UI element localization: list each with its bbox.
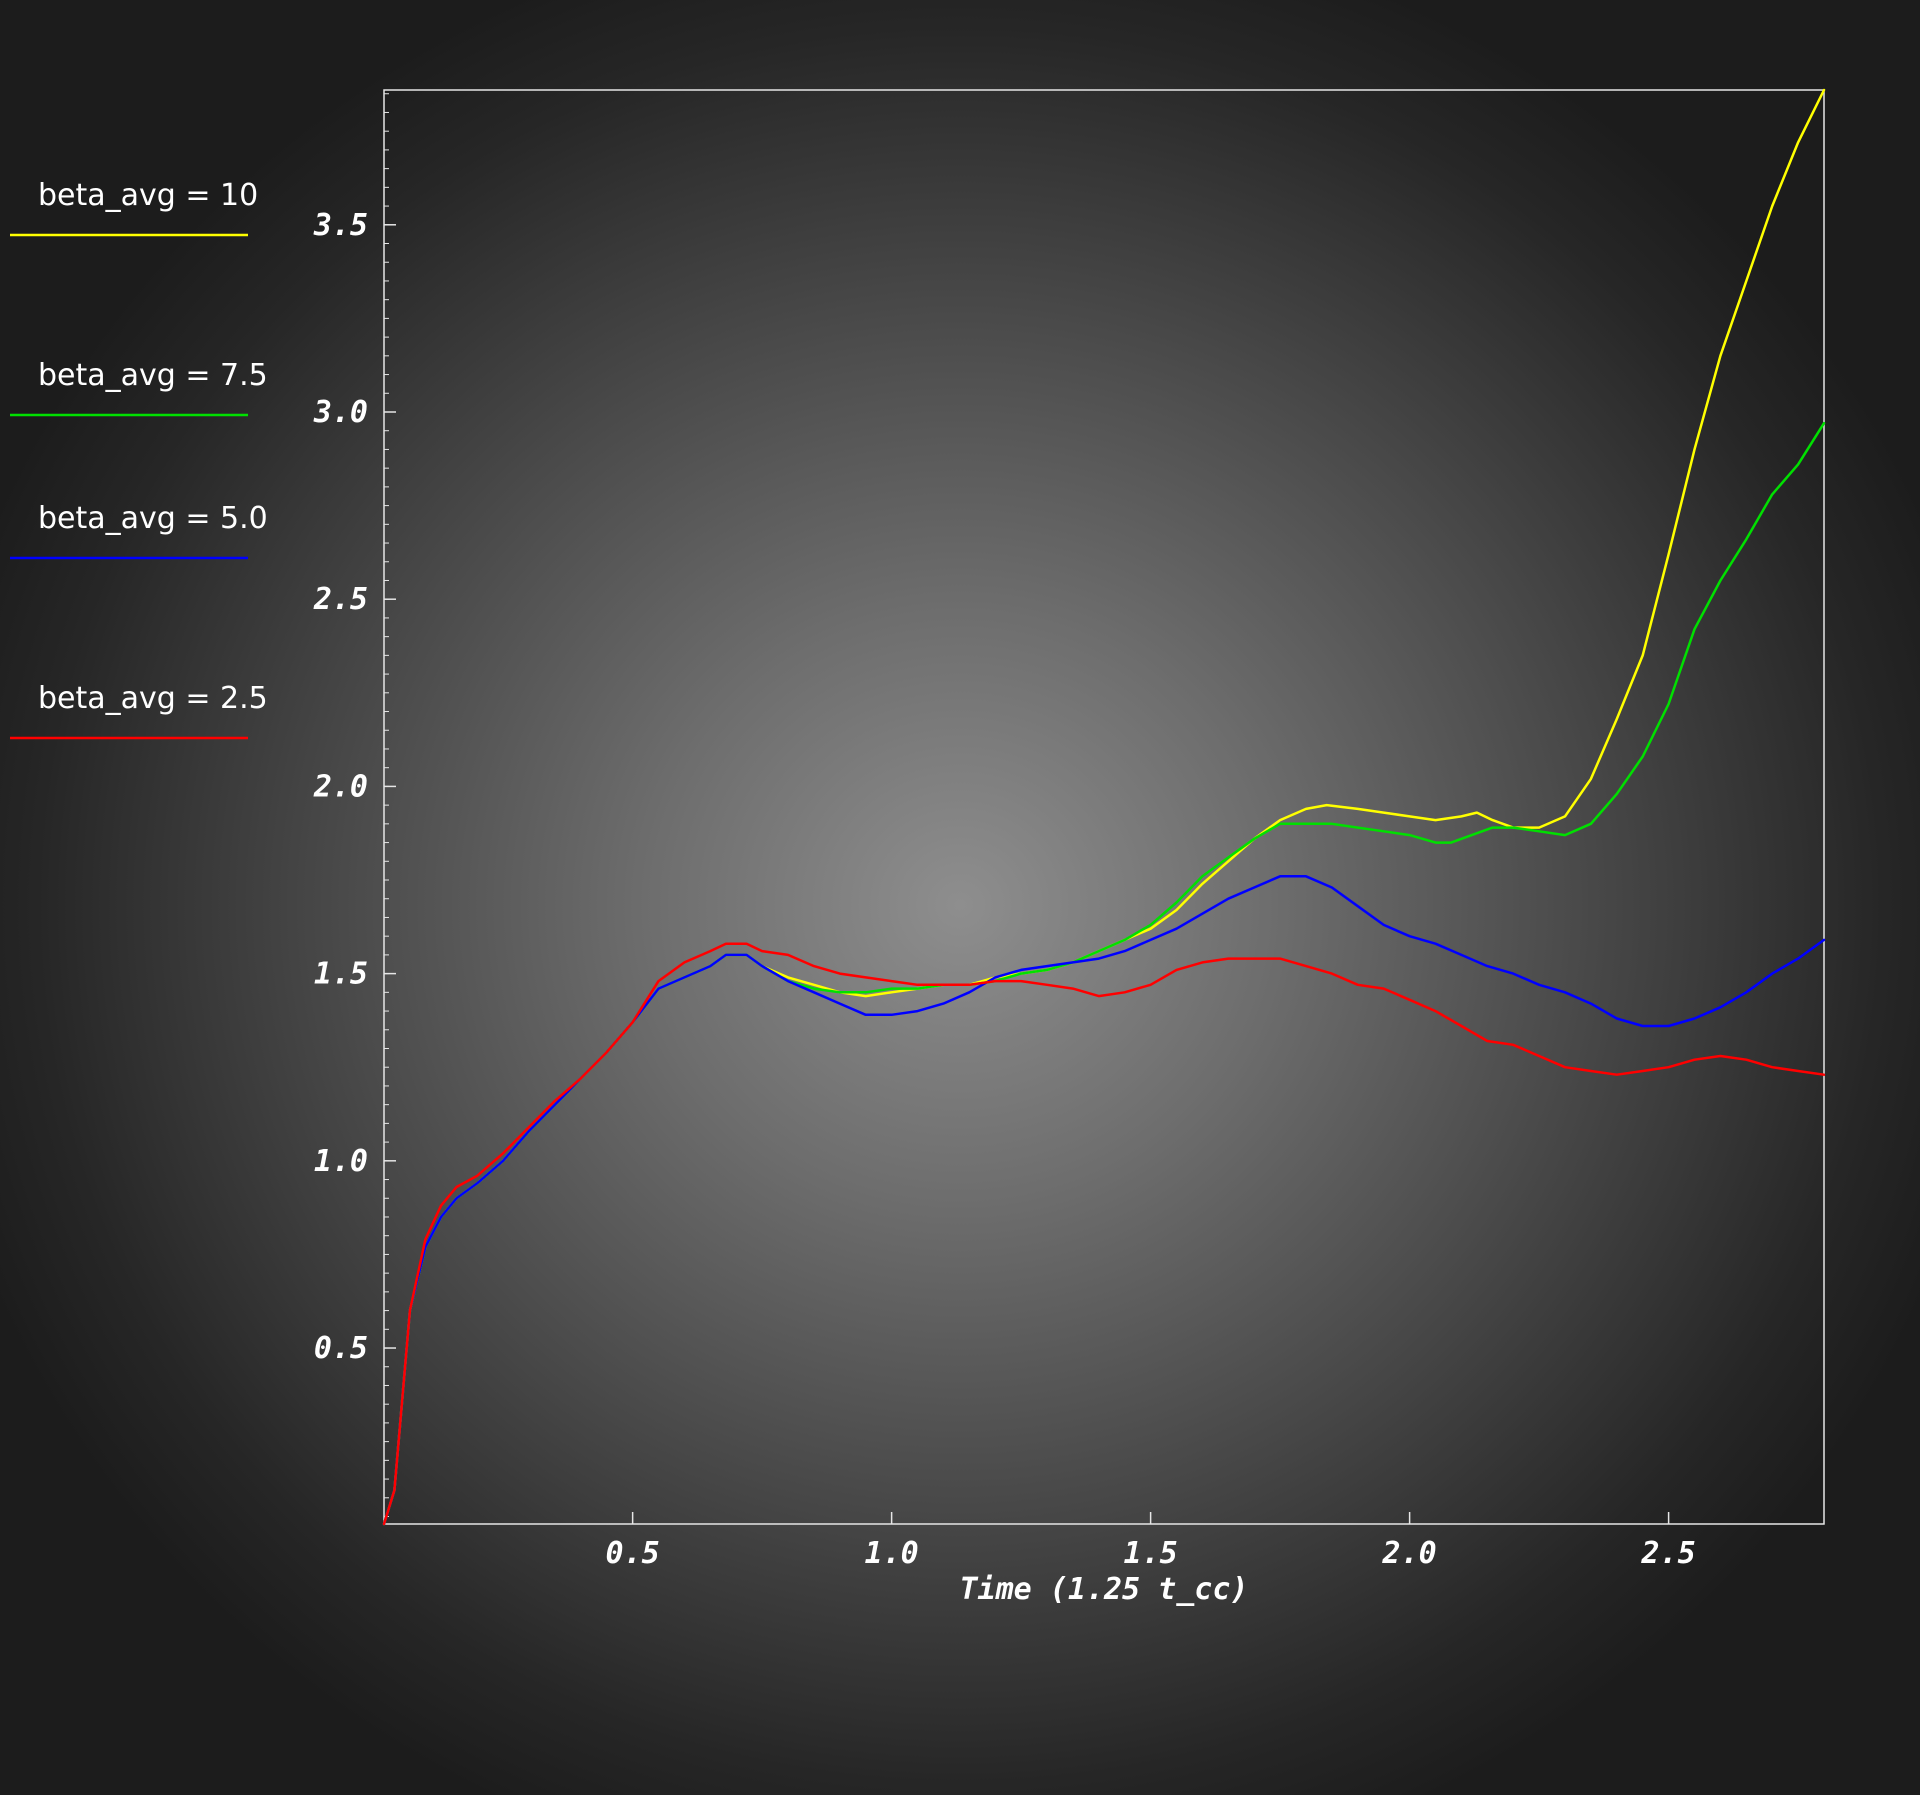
- series-line-3: [382, 875, 1826, 1526]
- x-axis-title: Time (1.25 t_cc): [960, 1572, 1249, 1607]
- x-axis: 0.5 1.0 1.5 2.0 2.5: [606, 1512, 1696, 1571]
- y-axis: 0.5 1.0 1.5 2.0 2.5 3.0 3.5: [313, 208, 396, 1366]
- series-line-2: [382, 421, 1826, 1526]
- x-tick-label: 0.5: [606, 1536, 660, 1571]
- x-tick-label: 1.0: [865, 1536, 919, 1571]
- legend: beta_avg = 10 beta_avg = 7.5 beta_avg = 5.…: [10, 178, 268, 740]
- x-tick-label: 2.0: [1382, 1536, 1437, 1571]
- series-line-1: [382, 88, 1826, 1526]
- y-tick-label: 1.0: [314, 1144, 368, 1179]
- legend-label: beta_avg = 7.5: [38, 358, 268, 393]
- x-tick-label: 2.5: [1641, 1536, 1696, 1571]
- plot-frame: [383, 89, 1825, 1525]
- legend-label: beta_avg = 5.0: [38, 501, 268, 536]
- y-tick-label: 0.5: [314, 1331, 368, 1366]
- y-axis-minor-ticks: [384, 93, 389, 1518]
- y-tick-label: 2.5: [313, 582, 368, 617]
- y-tick-label: 3.5: [313, 208, 368, 243]
- y-tick-label: 1.5: [314, 957, 368, 992]
- x-tick-label: 1.5: [1124, 1536, 1178, 1571]
- series-layer: [382, 88, 1826, 1526]
- y-tick-label: 3.0: [313, 395, 368, 430]
- y-tick-label: 2.0: [313, 769, 368, 804]
- legend-label: beta_avg = 2.5: [38, 681, 268, 716]
- series-line-4: [382, 942, 1826, 1526]
- legend-label: beta_avg = 10: [38, 178, 258, 213]
